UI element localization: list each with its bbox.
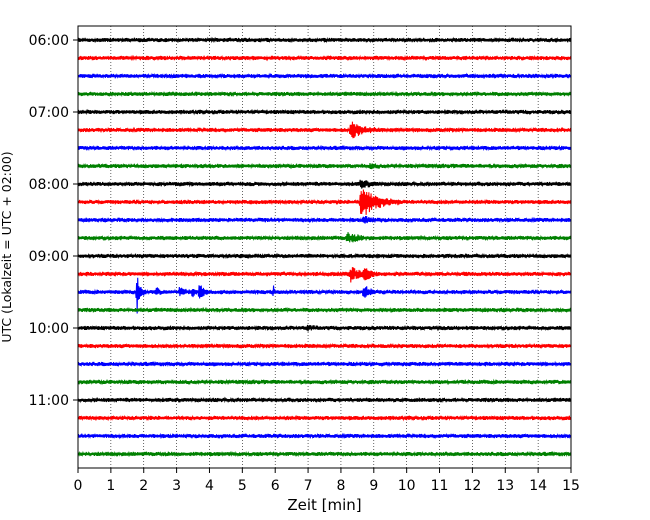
seismic-trace — [77, 252, 572, 260]
x-tick-label: 1 — [106, 478, 115, 494]
y-tick-label: 10:00 — [29, 321, 69, 337]
seismic-trace — [77, 360, 572, 368]
x-tick-label: 6 — [271, 478, 280, 494]
seismic-trace — [77, 267, 572, 283]
x-tick-label: 14 — [529, 478, 547, 494]
seismic-trace — [77, 215, 572, 224]
x-tick-label: 12 — [463, 478, 481, 494]
x-tick-label: 5 — [238, 478, 247, 494]
y-axis-ticks: 06:00 07:00 08:00 09:00 10:00 11:00 — [29, 33, 78, 409]
seismic-trace — [77, 72, 572, 80]
y-tick-label: 11:00 — [29, 393, 69, 409]
seismic-trace — [77, 396, 572, 404]
seismic-trace — [77, 189, 572, 215]
y-tick-label: 07:00 — [29, 105, 69, 121]
seismic-trace — [77, 36, 572, 44]
seismic-trace — [77, 54, 572, 62]
y-axis-label: UTC (Lokalzeit = UTC + 02:00) — [0, 151, 14, 342]
seismic-traces — [77, 36, 572, 458]
x-tick-label: 3 — [172, 478, 181, 494]
x-tick-label: 0 — [74, 478, 83, 494]
seismic-trace — [77, 162, 572, 170]
x-tick-label: 15 — [562, 478, 580, 494]
y-tick-label: 09:00 — [29, 249, 69, 265]
x-axis-label: Zeit [min] — [287, 496, 361, 514]
y-tick-label: 06:00 — [29, 33, 69, 49]
seismic-trace — [77, 342, 572, 350]
x-tick-label: 13 — [496, 478, 514, 494]
seismic-trace — [77, 306, 572, 314]
x-tick-label: 7 — [304, 478, 313, 494]
seismic-trace — [77, 432, 572, 440]
seismic-trace — [77, 324, 572, 332]
x-tick-label: 10 — [398, 478, 416, 494]
x-tick-label: 8 — [336, 478, 345, 494]
seismic-trace — [77, 90, 572, 98]
x-axis-ticks: 0 1 2 3 4 5 6 7 8 9 10 11 12 13 14 15 — [74, 468, 580, 494]
seismic-trace — [77, 277, 572, 314]
seismic-trace — [77, 144, 572, 152]
seismic-trace — [77, 232, 572, 243]
seismic-trace — [77, 121, 572, 139]
x-tick-label: 4 — [205, 478, 214, 494]
seismic-trace — [77, 414, 572, 422]
seismic-trace — [77, 378, 572, 386]
plot-frame — [77, 25, 572, 469]
y-tick-label: 08:00 — [29, 177, 69, 193]
seismic-trace — [77, 450, 572, 458]
x-tick-label: 9 — [369, 478, 378, 494]
x-tick-label: 11 — [431, 478, 449, 494]
x-tick-label: 2 — [139, 478, 148, 494]
seismic-trace — [77, 179, 572, 189]
seismic-trace — [77, 108, 572, 116]
